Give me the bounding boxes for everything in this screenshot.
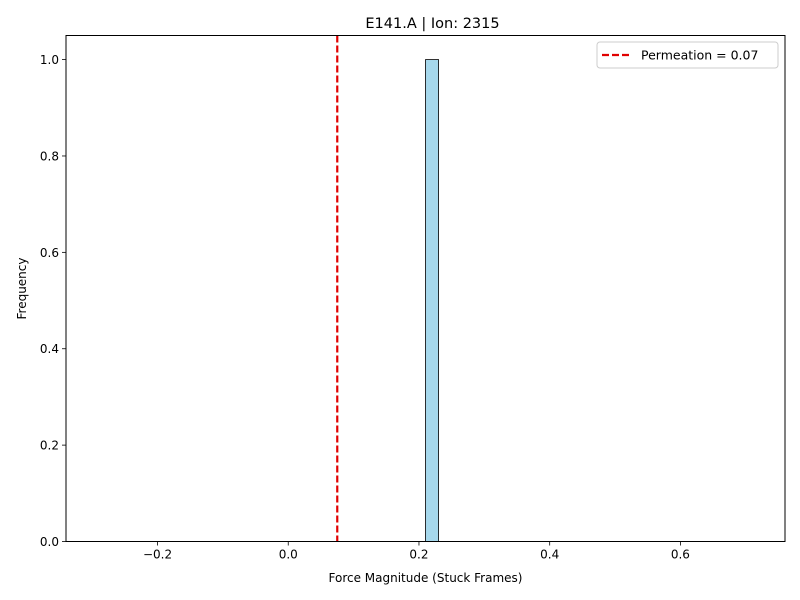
x-tick-label: 0.2: [409, 548, 428, 562]
legend-box: [596, 41, 779, 69]
chart-title: E141.A | Ion: 2315: [365, 16, 499, 32]
legend: Permeation = 0.07: [596, 41, 779, 69]
y-tick-label: 0.4: [40, 342, 59, 356]
x-axis-label: Force Magnitude (Stuck Frames): [329, 571, 523, 585]
y-tick-label: 0.6: [40, 246, 59, 260]
histogram-bar: [425, 59, 439, 542]
plot-frame: [65, 35, 786, 542]
x-tick-label: 0.6: [671, 548, 690, 562]
y-axis-label: Frequency: [15, 258, 29, 320]
y-tick-label: 0.8: [40, 149, 59, 163]
y-tick-label: 0.0: [40, 535, 59, 549]
y-tick-label: 0.2: [40, 439, 59, 453]
x-tick-label: 0.4: [540, 548, 559, 562]
y-tick-label: 1.0: [40, 53, 59, 67]
x-tick-label: −0.2: [143, 548, 172, 562]
legend-entry-label: Permeation = 0.07: [641, 48, 758, 63]
x-tick-label: 0.0: [279, 548, 298, 562]
